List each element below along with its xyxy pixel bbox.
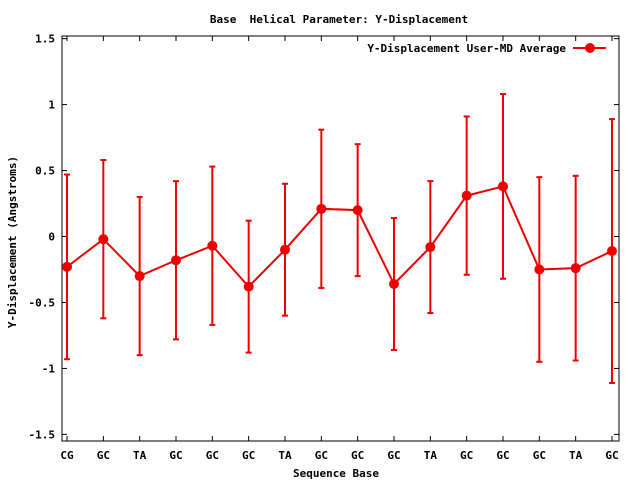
data-point	[498, 181, 508, 192]
x-tick-label: GC	[169, 449, 182, 462]
data-point	[316, 203, 327, 214]
x-tick-label: TA	[133, 449, 147, 462]
x-tick-label: GC	[242, 449, 255, 462]
data-point	[352, 205, 363, 216]
y-tick-label: -1.5	[29, 428, 56, 441]
x-axis: CG GC TA GC GC GC TA GC GC GC TA GC GC GC TA GC	[60, 36, 619, 462]
y-tick-label: 0.5	[35, 165, 55, 178]
x-tick-label: GC	[97, 449, 110, 462]
y-axis: 1.5 1 0.5 0 -0.5 -1 -1.5	[29, 33, 619, 441]
series-line	[66, 185, 613, 289]
x-tick-label: CG	[60, 449, 74, 462]
legend-marker	[585, 43, 595, 53]
plot-frame	[61, 35, 620, 442]
x-axis-label: Sequence Base	[293, 467, 379, 480]
data-point	[98, 234, 109, 245]
x-tick-label: GC	[206, 449, 219, 462]
x-tick-label: GC	[387, 449, 400, 462]
x-tick-label: GC	[533, 449, 546, 462]
x-tick-label: GC	[315, 449, 328, 462]
data-point	[570, 263, 581, 274]
x-tick-label: GC	[605, 449, 618, 462]
legend: Y-Displacement User-MD Average	[367, 42, 606, 55]
x-tick-label: TA	[424, 449, 438, 462]
data-point	[534, 264, 545, 275]
data-point	[207, 240, 218, 251]
y-tick-label: -0.5	[29, 296, 56, 309]
data-point	[62, 261, 72, 272]
x-tick-label: TA	[569, 449, 583, 462]
series-group	[62, 93, 617, 384]
y-axis-label: Y-Displacement (Angstroms)	[6, 156, 19, 328]
data-point	[280, 244, 290, 255]
x-tick-label: TA	[278, 449, 292, 462]
x-tick-label: GC	[496, 449, 509, 462]
chart-title: Base Helical Parameter: Y-Displacement	[210, 13, 468, 26]
x-tick-label: GC	[351, 449, 364, 462]
data-point	[171, 255, 181, 266]
data-point	[607, 246, 617, 257]
x-tick-label: GC	[460, 449, 473, 462]
y-tick-label: 1.5	[35, 33, 55, 46]
data-point	[134, 271, 145, 282]
legend-label: Y-Displacement User-MD Average	[367, 42, 566, 55]
data-point	[461, 190, 472, 201]
data-point	[243, 281, 254, 292]
y-tick-label: 0	[48, 231, 55, 244]
y-tick-label: -1	[42, 362, 56, 375]
data-point	[389, 279, 399, 290]
y-tick-label: 1	[48, 99, 55, 112]
data-point	[425, 242, 436, 253]
